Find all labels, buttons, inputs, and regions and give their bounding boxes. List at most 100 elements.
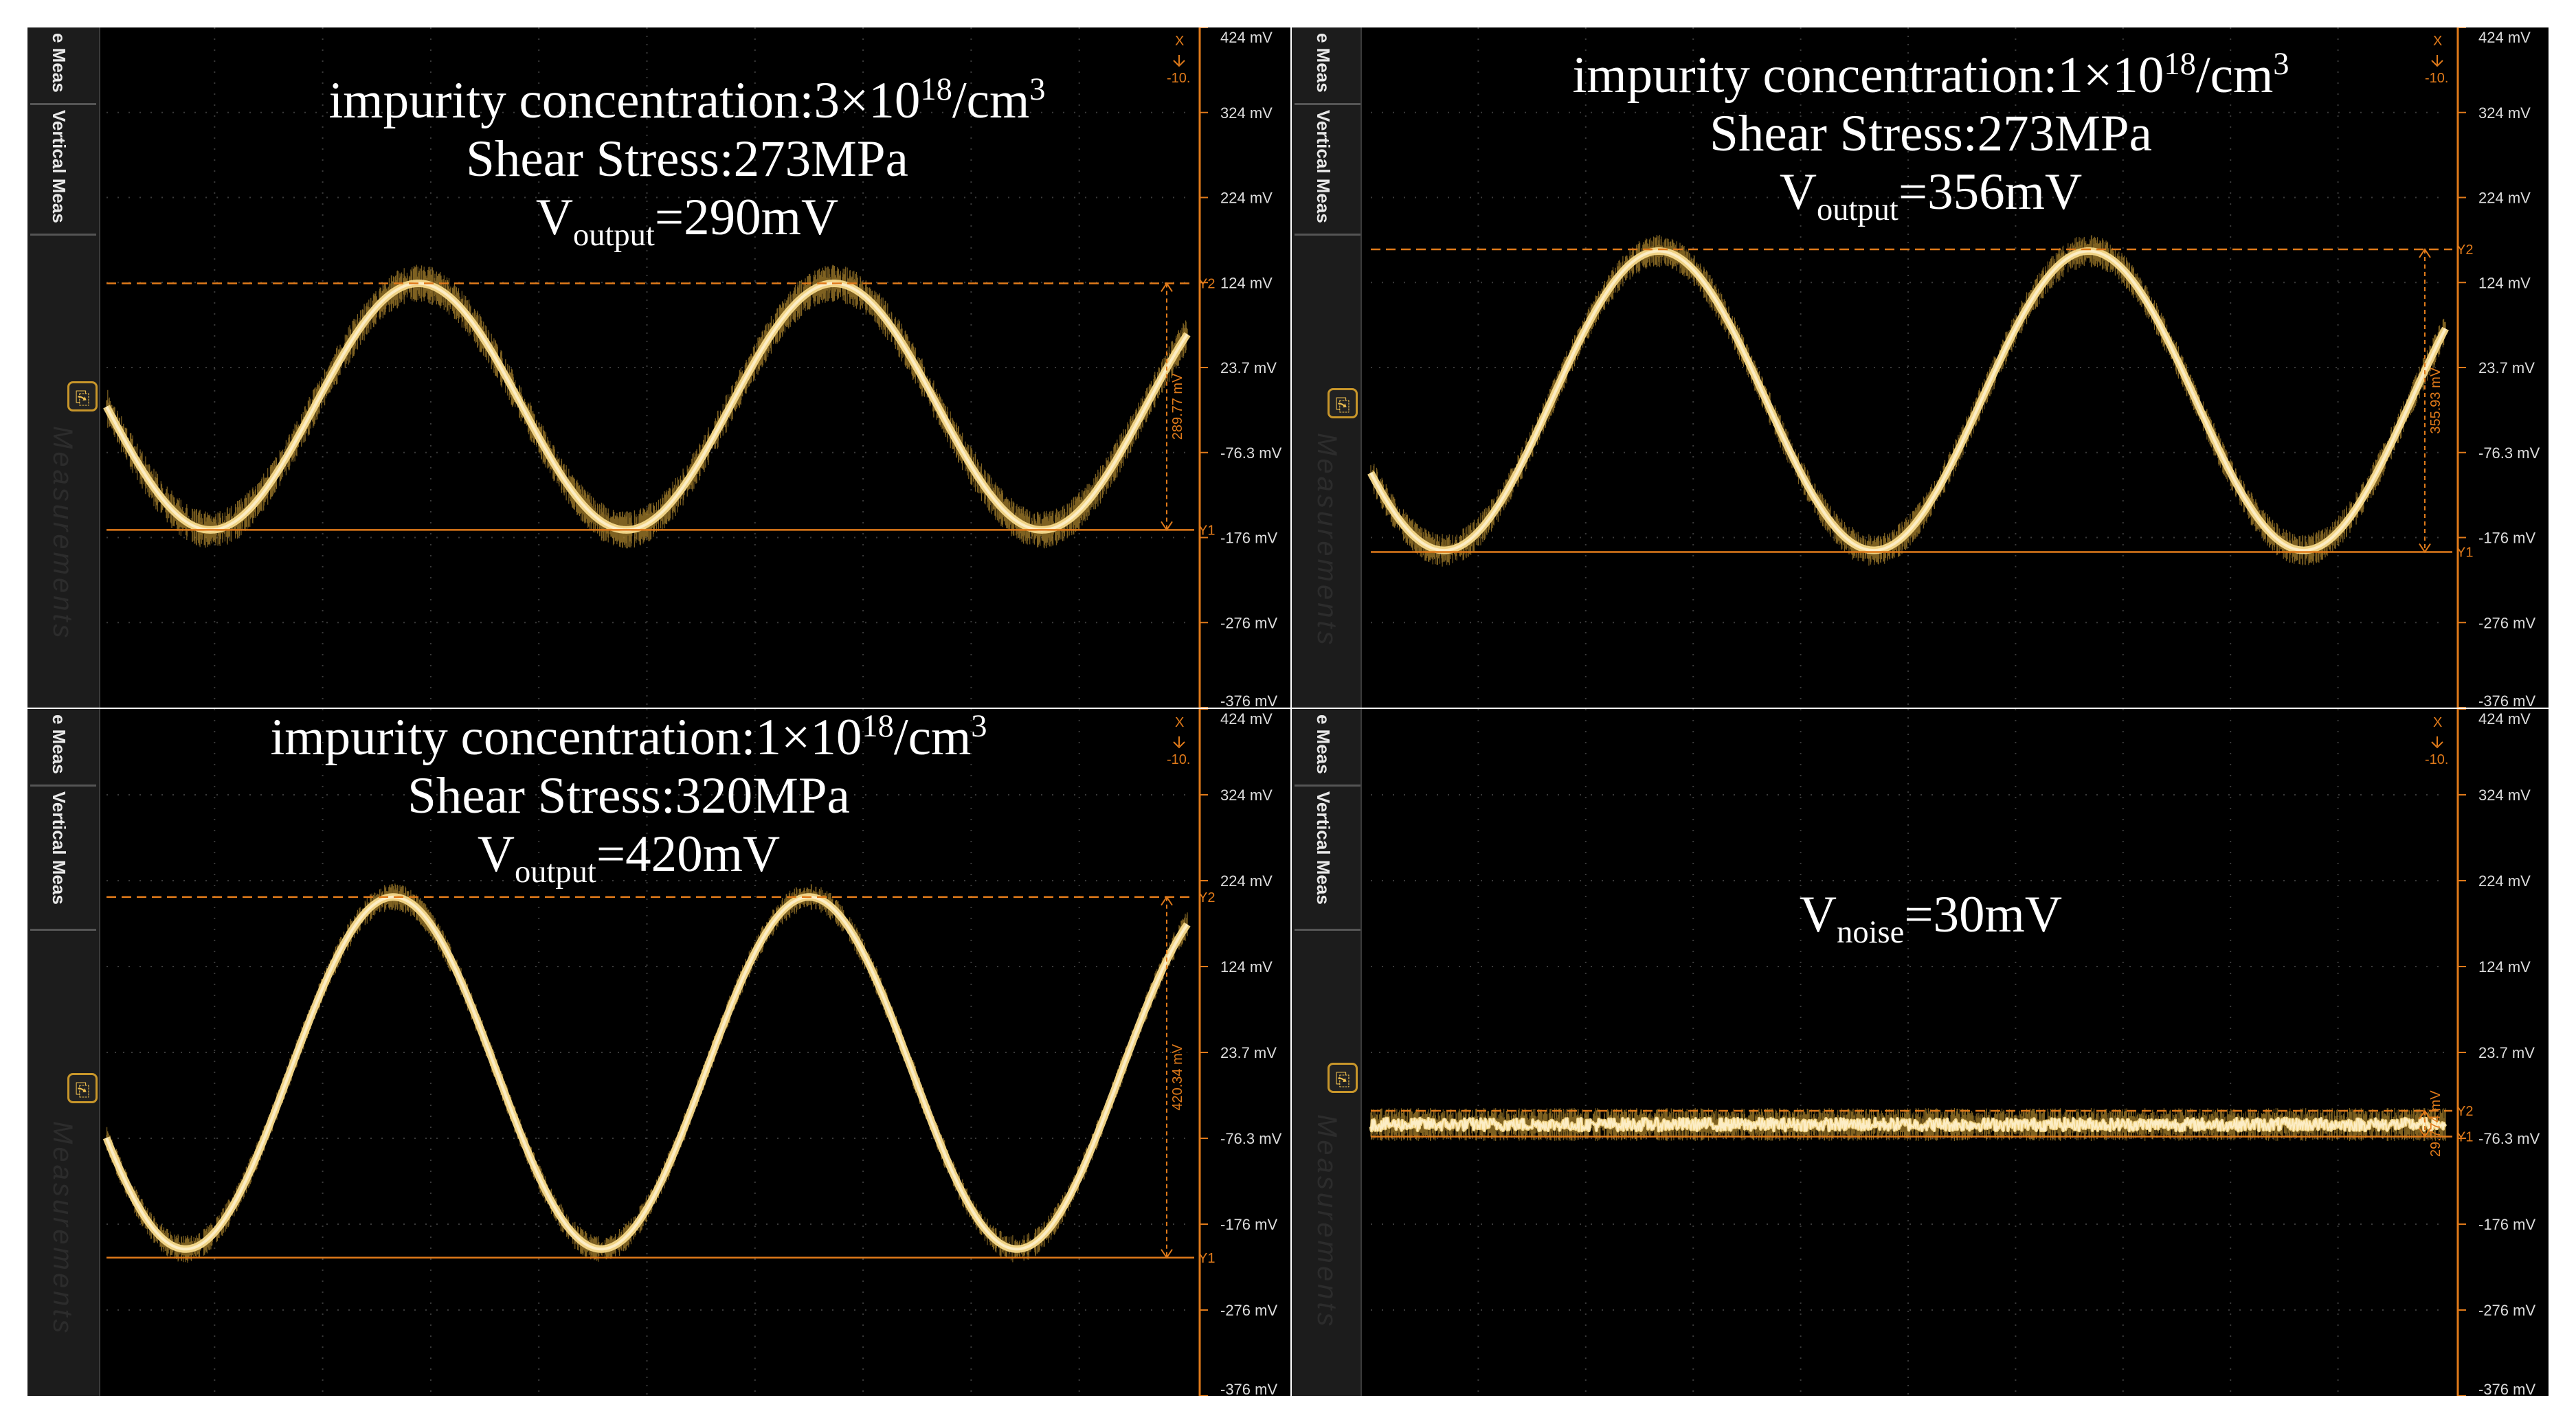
side-tab: e Meas Vertical Meas ⎘ Measurements [1292,709,1362,1396]
tab-separator [1295,234,1360,236]
output-voltage-label: Voutput=356mV [1779,163,2083,227]
cursor-delta-arrows [1161,282,1173,532]
tab-meas-short[interactable]: e Meas [1313,714,1334,774]
cursor-delta-arrows [1161,895,1173,1259]
trace-line [1367,247,2449,554]
concentration-label: impurity concentration:1×1018/cm3 [270,709,987,766]
trace-core [1369,249,2447,552]
x-cursor-value: -10. [2425,71,2448,86]
x-cursor-value: -10. [2425,752,2448,767]
scope-panel-bottom-left: e Meas Vertical Meas ⎘ Measurements 424 … [27,709,1290,1396]
trace-core [105,895,1189,1251]
waveform-plot: 424 mV 324 mV 224 mV 124 mV 23.7 mV -76.3 mV -… [103,27,1282,708]
y-tick-label: 324 mV [2478,104,2531,122]
tab-vertical-meas[interactable]: Vertical Meas [49,791,69,905]
cursor-delta-label: 289.77 mV [1170,373,1185,440]
tab-vertical-meas[interactable]: Vertical Meas [1313,791,1334,905]
y-tick-label: -176 mV [1220,530,1277,547]
y-tick-label: -176 mV [1220,1216,1277,1233]
annotation-block: impurity concentration:1×1018/cm3 Shear … [1572,47,2289,228]
tab-meas-short[interactable]: e Meas [49,33,69,93]
y-tick-label: 224 mV [2478,190,2531,207]
concentration-label: impurity concentration:3×1018/cm3 [328,72,1046,129]
x-cursor-value: -10. [1167,71,1190,86]
scope-panel-bottom-right: e Meas Vertical Meas ⎘ Measurements 424 … [1292,709,2549,1396]
waveform-plot: 424 mV 324 mV 224 mV 124 mV 23.7 mV -76.3 mV -… [1369,709,2540,1396]
side-tab: e Meas Vertical Meas ⎘ Measurements [27,709,100,1396]
measurement-add-icon[interactable]: ⎘ [67,381,98,411]
y-tick-label: 23.7 mV [2478,1044,2535,1061]
cursor-delta-label: 29.774 mV [2428,1090,2443,1157]
x-cursor-marker: X [1175,715,1184,730]
annotation-block: impurity concentration:3×1018/cm3 Shear … [328,72,1045,253]
y-tick-label: -376 mV [2478,1381,2535,1396]
measurements-watermark: Measurements [47,1121,78,1336]
y-tick-label: -376 mV [1220,1381,1277,1396]
x-cursor-arrow [2431,55,2443,67]
tab-separator [30,929,96,931]
cursor-y1-label: Y1 [1198,523,1215,538]
tab-separator [30,234,96,236]
y-tick-label: -176 mV [2478,530,2535,547]
y-tick-label: 124 mV [1220,958,1273,975]
y-tick-label: -276 mV [1220,1302,1277,1319]
x-cursor-marker: X [1175,34,1184,49]
scope-panel-top-right: e Meas Vertical Meas ⎘ Measurements 424 … [1292,27,2549,708]
y-tick-label: 224 mV [1220,190,1273,207]
y-tick-label: -76.3 mV [2478,444,2540,462]
y-tick-label: 424 mV [2478,29,2531,46]
tab-separator [1295,929,1360,931]
cursor-y1-label: Y1 [2456,1130,2473,1145]
noise-voltage-label: Vnoise=30mV [1799,886,2063,950]
x-cursor-value: -10. [1167,752,1190,767]
y-tick-label: 23.7 mV [1220,1044,1277,1061]
y-tick-label: -176 mV [2478,1216,2535,1233]
cursor-y1-label: Y1 [1198,1251,1215,1266]
measurements-watermark: Measurements [1312,433,1342,648]
y-tick-label: 324 mV [1220,104,1273,122]
tab-meas-short[interactable]: e Meas [1313,33,1334,93]
tab-separator [30,785,96,787]
cursor-y1-label: Y1 [2456,545,2473,561]
waveform-plot: 424 mV 324 mV 224 mV 124 mV 23.7 mV -76.3 mV -… [1367,27,2540,708]
y-tick-label: -376 mV [2478,692,2535,708]
y-tick-label: 124 mV [2478,958,2531,975]
waveform-plot: 424 mV 324 mV 224 mV 124 mV 23.7 mV -76.3 mV -… [102,709,1282,1396]
y-tick-label: 424 mV [2478,710,2531,727]
cursor-delta-label: 420.34 mV [1170,1043,1185,1110]
waveform-trace [1369,1108,2448,1141]
side-tab: e Meas Vertical Meas ⎘ Measurements [1292,27,1362,708]
tab-vertical-meas[interactable]: Vertical Meas [1313,110,1334,223]
x-cursor-marker: X [2433,34,2442,49]
annotation-block: Vnoise=30mV [1800,886,2062,951]
y-tick-label: 224 mV [1220,872,1273,890]
y-tick-label: 424 mV [1220,710,1273,727]
tab-vertical-meas[interactable]: Vertical Meas [49,110,69,223]
y-tick-label: -276 mV [2478,1302,2535,1319]
output-voltage-label: Voutput=420mV [477,825,781,890]
scope-panel-top-left: e Meas Vertical Meas ⎘ Measurements 424 … [27,27,1290,708]
trace-noise-halo [1370,234,2446,567]
measurement-add-icon[interactable]: ⎘ [1328,1063,1358,1093]
tab-meas-short[interactable]: e Meas [49,714,69,774]
cursor-delta-arrows [2419,248,2431,554]
y-tick-label: 23.7 mV [2478,359,2535,376]
measurement-add-icon[interactable]: ⎘ [1328,388,1358,418]
waveform-trace [1367,234,2449,567]
shear-stress-label: Shear Stress:320MPa [407,767,850,824]
y-tick-label: 224 mV [2478,872,2531,890]
y-tick-label: 324 mV [1220,787,1273,804]
concentration-label: impurity concentration:1×1018/cm3 [1572,47,2289,104]
side-tab: e Meas Vertical Meas ⎘ Measurements [27,27,100,708]
y-tick-label: 124 mV [2478,274,2531,291]
trace-core [1370,1118,2446,1131]
cursor-delta-label: 355.93 mV [2428,367,2443,433]
measurement-add-icon[interactable]: ⎘ [67,1073,98,1103]
measurements-watermark: Measurements [47,426,78,641]
waveform-trace [103,264,1191,549]
shear-stress-label: Shear Stress:273MPa [466,130,908,188]
y-tick-label: -76.3 mV [2478,1130,2540,1147]
cursor-delta-arrows [2419,1109,2431,1138]
y-tick-label: -76.3 mV [1220,444,1282,462]
cursor-y2-label: Y2 [1198,890,1215,905]
